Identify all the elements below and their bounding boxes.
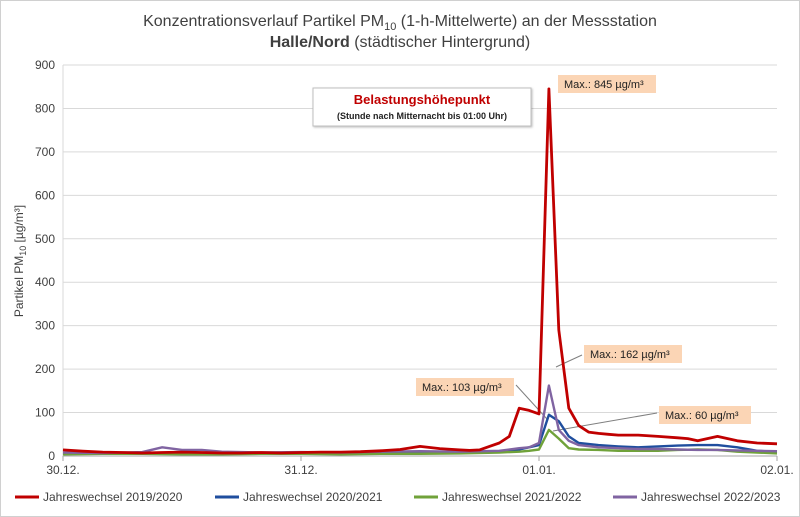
- legend-item: Jahreswechsel 2019/2020: [15, 490, 183, 504]
- chart-title-line2: Halle/Nord (städtischer Hintergrund): [270, 34, 531, 51]
- y-axis-label: Partikel PM10 [µg/m³]: [12, 205, 28, 317]
- peak-annotation: Belastungshöhepunkt (Stunde nach Mittern…: [312, 87, 532, 127]
- y-tick-label: 200: [35, 362, 55, 376]
- gridlines: [63, 64, 777, 414]
- y-tick-label: 900: [35, 58, 55, 72]
- y-tick-label: 100: [35, 406, 55, 420]
- peak-annotation-subtitle: (Stunde nach Mitternacht bis 01:00 Uhr): [337, 111, 507, 121]
- legend-label: Jahreswechsel 2021/2022: [442, 490, 582, 504]
- leader-162: [555, 354, 583, 368]
- max-label-103: Max.: 103 µg/m³: [416, 378, 514, 396]
- y-tick-label: 700: [35, 145, 55, 159]
- y-tick-label: 600: [35, 188, 55, 202]
- annotation-leaders: [515, 354, 658, 432]
- series-line-4: [62, 384, 778, 455]
- legend: Jahreswechsel 2019/2020 Jahreswechsel 202…: [15, 490, 781, 504]
- x-tick-label: 01.01.: [522, 463, 555, 477]
- legend-label: Jahreswechsel 2019/2020: [43, 490, 183, 504]
- max-label-162-text: Max.: 162 µg/m³: [590, 349, 670, 361]
- max-label-162: Max.: 162 µg/m³: [584, 345, 682, 363]
- max-label-60: Max.: 60 µg/m³: [659, 406, 751, 424]
- y-tick-label: 400: [35, 275, 55, 289]
- leader-60: [552, 412, 658, 432]
- max-label-60-text: Max.: 60 µg/m³: [665, 410, 739, 422]
- x-tick-labels: 30.12. 31.12. 01.01. 02.01.: [46, 456, 794, 477]
- x-tick-label: 30.12.: [46, 463, 79, 477]
- peak-annotation-title: Belastungshöhepunkt: [354, 92, 491, 107]
- leader-103: [515, 384, 548, 420]
- y-tick-labels: 0 100 200 300 400 500 600 700 800 900: [35, 58, 55, 463]
- max-label-845: Max.: 845 µg/m³: [558, 75, 656, 93]
- legend-item: Jahreswechsel 2022/2023: [613, 490, 781, 504]
- series-line-1: [62, 87, 778, 455]
- legend-item: Jahreswechsel 2020/2021: [215, 490, 383, 504]
- peak-annotation-box: [312, 87, 532, 127]
- y-tick-label: 800: [35, 101, 55, 115]
- y-tick-label: 500: [35, 232, 55, 246]
- max-label-103-text: Max.: 103 µg/m³: [422, 382, 502, 394]
- chart-title-line1: Konzentrationsverlauf Partikel PM10 (1-h…: [143, 13, 657, 33]
- series-lines: [62, 87, 778, 456]
- max-label-845-text: Max.: 845 µg/m³: [564, 79, 644, 91]
- legend-label: Jahreswechsel 2022/2023: [641, 490, 781, 504]
- x-tick-label: 31.12.: [284, 463, 317, 477]
- y-tick-label: 0: [48, 449, 55, 463]
- x-tick-label: 02.01.: [760, 463, 793, 477]
- legend-item: Jahreswechsel 2021/2022: [414, 490, 582, 504]
- legend-label: Jahreswechsel 2020/2021: [243, 490, 383, 504]
- y-tick-label: 300: [35, 319, 55, 333]
